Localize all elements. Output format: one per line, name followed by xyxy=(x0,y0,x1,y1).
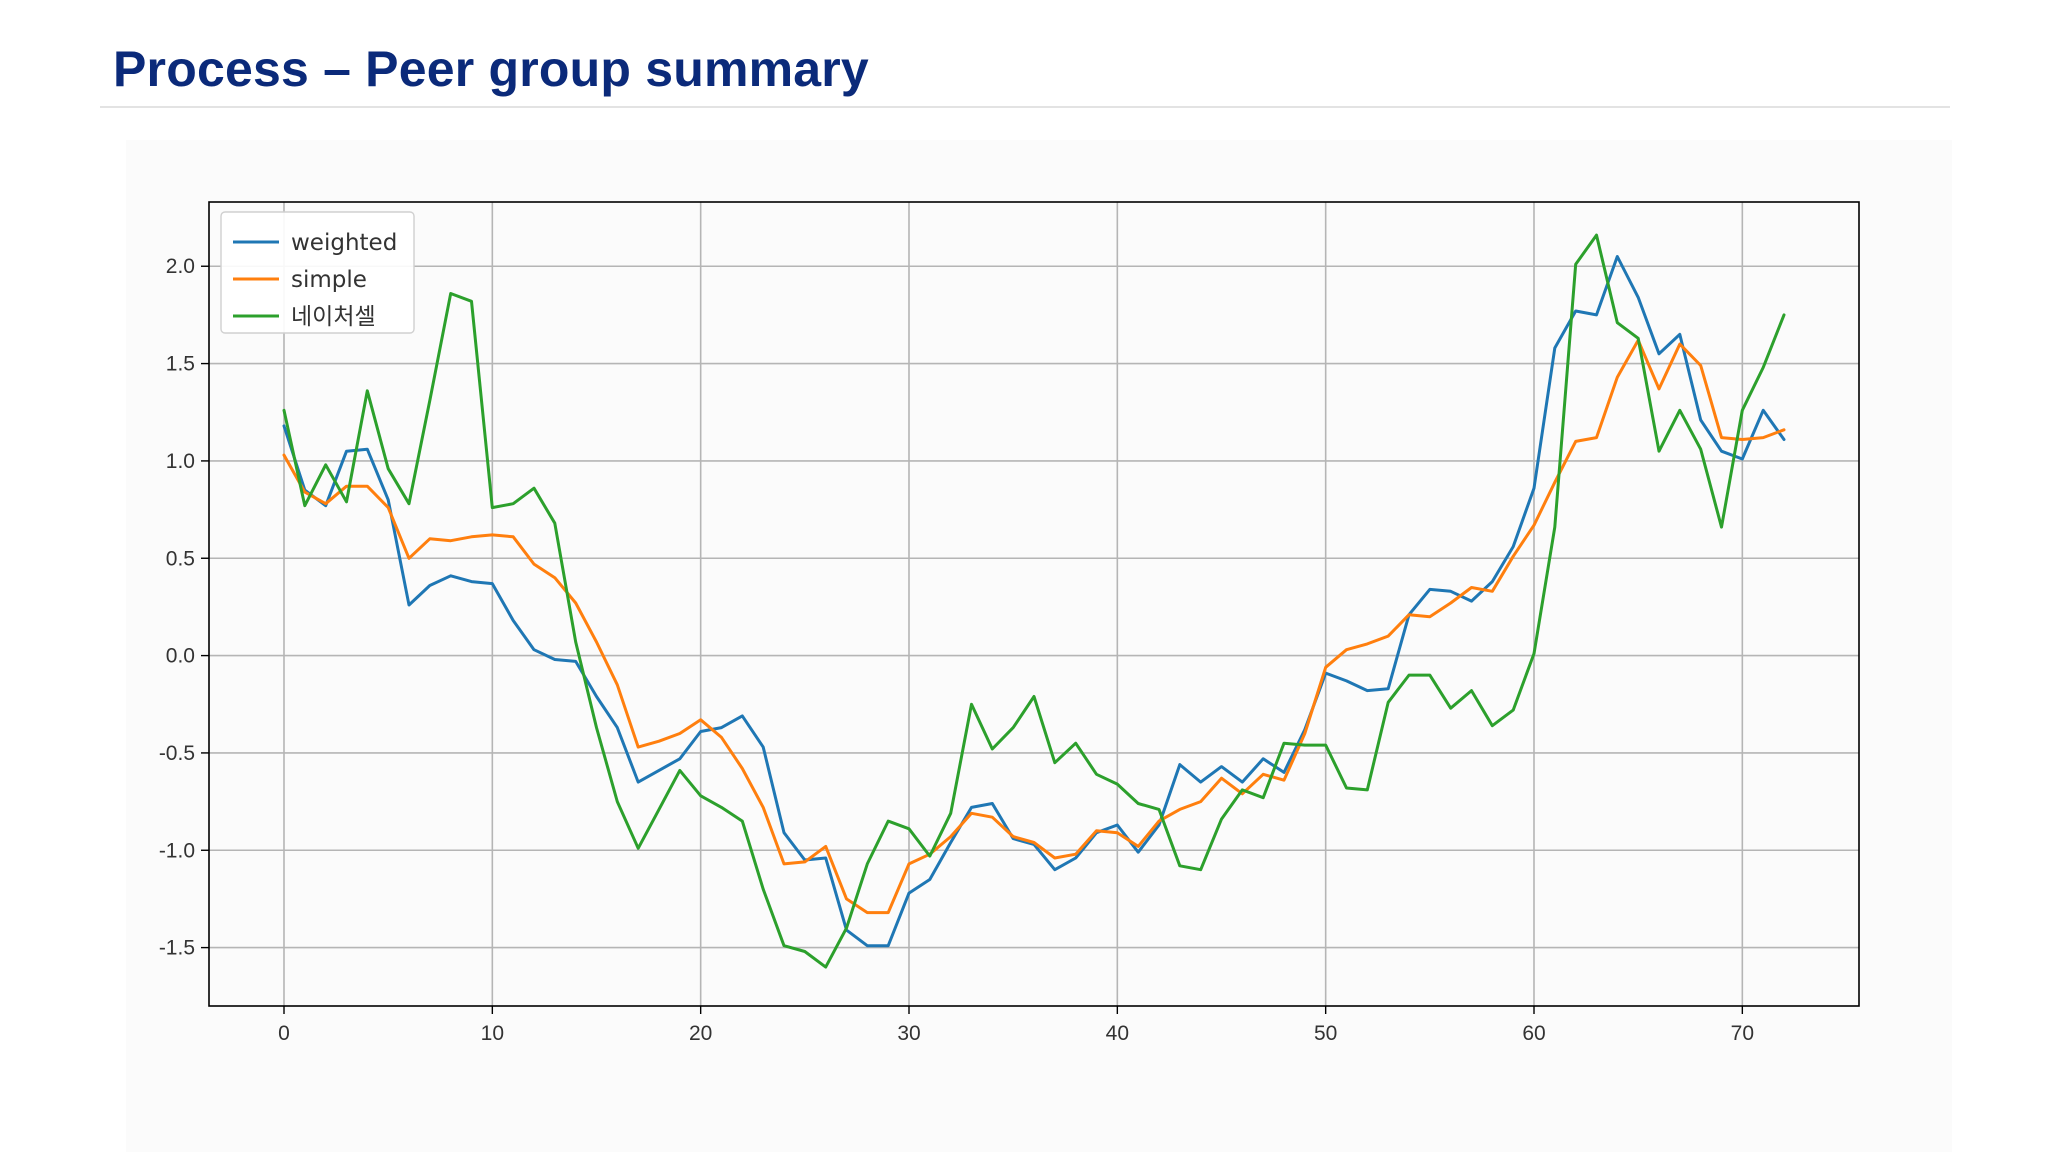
line-chart: 0 10 20 30 40 50 60 70 2.0 1.5 1.0 0.5 0.0 -0.5 -1.0 -1… xyxy=(159,201,1860,1045)
x-tick-label: 0 xyxy=(278,1022,290,1045)
legend-label: 네이처셀 xyxy=(291,304,376,330)
page-title: Process – Peer group summary xyxy=(113,41,869,97)
axis-ticks: 0 10 20 30 40 50 60 70 2.0 1.5 1.0 0.5 0.0 -0.5 -1.0 -1… xyxy=(159,255,1754,1045)
series-lines xyxy=(282,233,1786,969)
y-tick-label: 0.5 xyxy=(166,547,195,570)
series-line-네이처셀 xyxy=(282,233,1786,969)
y-tick-label: 2.0 xyxy=(166,255,195,278)
x-tick-label: 10 xyxy=(481,1022,504,1045)
x-tick-label: 50 xyxy=(1314,1022,1337,1045)
x-tick-label: 70 xyxy=(1731,1022,1754,1045)
y-tick-label: 0.0 xyxy=(166,645,195,668)
x-tick-label: 30 xyxy=(897,1022,920,1045)
legend-label: weighted xyxy=(291,230,397,256)
y-tick-label: -1.0 xyxy=(159,839,195,862)
y-tick-label: 1.5 xyxy=(166,353,195,376)
series-line-weighted xyxy=(282,255,1786,948)
title-divider xyxy=(100,106,1950,108)
plot-frame xyxy=(208,201,1860,1007)
x-tick-label: 60 xyxy=(1522,1022,1545,1045)
y-tick-label: 1.0 xyxy=(166,450,195,473)
chart-panel: 0 10 20 30 40 50 60 70 2.0 1.5 1.0 0.5 0.0 -0.5 -1.0 -1… xyxy=(126,140,1952,1152)
x-tick-label: 20 xyxy=(689,1022,712,1045)
series-line-simple xyxy=(282,338,1786,915)
legend: weighted simple 네이처셀 xyxy=(220,211,415,334)
grid-lines xyxy=(209,202,1859,1006)
x-tick-label: 40 xyxy=(1106,1022,1129,1045)
y-tick-label: -1.5 xyxy=(159,937,195,960)
legend-label: simple xyxy=(291,267,367,293)
y-tick-label: -0.5 xyxy=(159,742,195,765)
